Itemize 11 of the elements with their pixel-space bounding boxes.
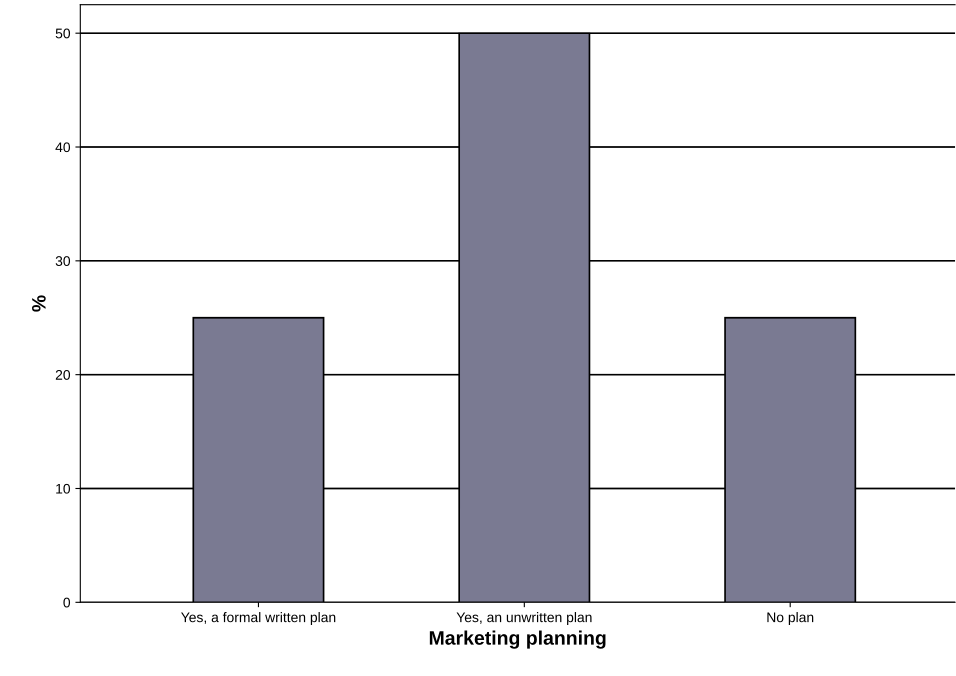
y-tick-label: 40 — [55, 142, 70, 152]
y-tick-label: 50 — [56, 28, 70, 38]
x-tick-label: Yes, an unwritten plan — [456, 612, 592, 625]
y-tick-label: 20 — [56, 370, 70, 380]
y-tick-label: 30 — [56, 256, 70, 266]
x-tick-label: No plan — [767, 612, 814, 625]
y-tick-label: 10 — [56, 484, 70, 494]
y-tick-label: 0 — [63, 598, 70, 608]
x-axis-title: Marketing planning — [430, 630, 606, 649]
y-axis-title: % — [32, 295, 46, 312]
x-tick-label: Yes, a formal written plan — [181, 612, 336, 625]
